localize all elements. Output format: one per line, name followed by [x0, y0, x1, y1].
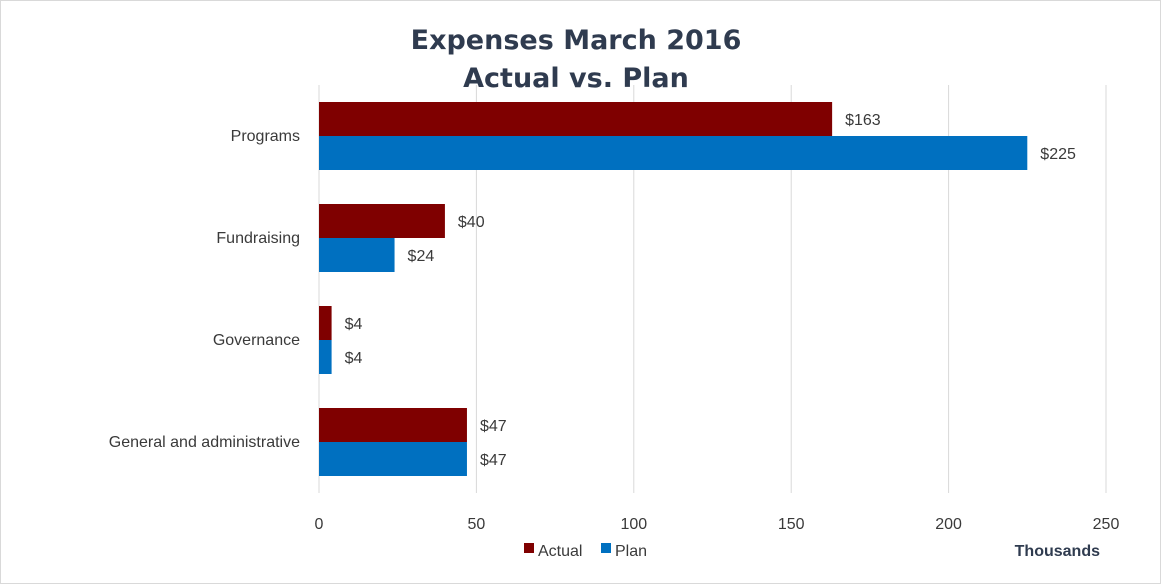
x-tick-label-2: 100 [620, 516, 647, 533]
x-tick-label-5: 250 [1093, 516, 1120, 533]
data-label-actual-1: $40 [458, 214, 485, 231]
category-label-2: Governance [213, 332, 300, 349]
bar-actual-3 [319, 408, 467, 442]
axis-unit-label: Thousands [1015, 543, 1100, 560]
x-tick-label-0: 0 [315, 516, 324, 533]
legend-swatch-plan [601, 543, 611, 553]
data-label-plan-3: $47 [480, 452, 507, 469]
chart-title-line-1: Expenses March 2016 [411, 25, 742, 56]
chart-title-line-2: Actual vs. Plan [463, 63, 689, 94]
data-label-actual-0: $163 [845, 112, 881, 129]
bar-plan-2 [319, 340, 332, 374]
legend-label-actual: Actual [538, 543, 582, 560]
bars-layer [319, 102, 1028, 476]
bar-actual-2 [319, 306, 332, 340]
data-label-plan-0: $225 [1040, 146, 1076, 163]
x-tick-label-4: 200 [935, 516, 962, 533]
data-label-plan-2: $4 [345, 350, 363, 367]
bar-actual-0 [319, 102, 833, 136]
bar-plan-1 [319, 238, 395, 272]
category-label-3: General and administrative [109, 434, 300, 451]
category-label-1: Fundraising [216, 230, 300, 247]
x-tick-label-3: 150 [778, 516, 805, 533]
axis-layer: 0 50 100 150 200 250 Programs Fundraising Govern… [109, 128, 1120, 533]
x-tick-label-1: 50 [468, 516, 486, 533]
bar-plan-0 [319, 136, 1028, 170]
legend-label-plan: Plan [615, 543, 647, 560]
bar-actual-1 [319, 204, 445, 238]
bar-plan-3 [319, 442, 467, 476]
labels-layer: $163 $225 $40 $24 $4 $4 $47 $47 [345, 112, 1076, 469]
data-label-actual-3: $47 [480, 418, 507, 435]
data-label-plan-1: $24 [408, 248, 435, 265]
legend-swatch-actual [524, 543, 534, 553]
category-label-0: Programs [231, 128, 300, 145]
legend: Actual Plan [524, 543, 647, 560]
data-label-actual-2: $4 [345, 316, 363, 333]
